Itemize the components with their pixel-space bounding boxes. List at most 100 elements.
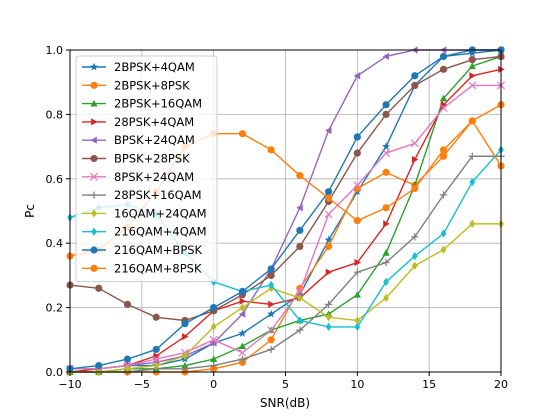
legend-label: 28PSK+4QAM bbox=[114, 115, 194, 129]
data-point bbox=[238, 287, 246, 296]
legend-entry: BPSK+28PSK bbox=[82, 152, 190, 166]
data-point bbox=[95, 284, 103, 292]
data-point bbox=[440, 245, 447, 254]
x-tick-label: 0 bbox=[210, 378, 217, 391]
data-point bbox=[296, 326, 304, 334]
data-point bbox=[91, 118, 98, 126]
data-point bbox=[238, 130, 246, 138]
legend-entry: BPSK+24QAM bbox=[82, 133, 195, 147]
legend-label: 216QAM+BPSK bbox=[114, 243, 203, 257]
data-point bbox=[238, 310, 246, 318]
data-point bbox=[296, 204, 303, 212]
data-point bbox=[440, 229, 447, 238]
data-point bbox=[182, 351, 188, 361]
data-point bbox=[239, 303, 246, 312]
legend-label: 16QAM+24QAM bbox=[114, 206, 207, 220]
axis-ticks: −10 −5 0 5 10 15 20 0.0 0.2 0.4 0.6 0.8 1.0 bbox=[46, 44, 509, 391]
legend-label: 8PSK+24QAM bbox=[114, 170, 194, 184]
legend-entry: 2BPSK+4QAM bbox=[82, 60, 195, 74]
y-tick-label: 0.4 bbox=[46, 237, 64, 250]
series-line bbox=[70, 84, 501, 370]
legend-entry: 216QAM+8PSK bbox=[82, 261, 202, 275]
data-point bbox=[411, 81, 419, 90]
data-point bbox=[296, 226, 304, 234]
data-point bbox=[325, 188, 333, 196]
data-point bbox=[354, 322, 361, 332]
data-point bbox=[468, 152, 476, 160]
series-line bbox=[69, 49, 501, 370]
data-point bbox=[238, 342, 246, 350]
data-point bbox=[353, 268, 361, 276]
legend-entry: 2BPSK+16QAM bbox=[82, 97, 202, 111]
data-point bbox=[382, 204, 390, 212]
legend-entry: 216QAM+BPSK bbox=[82, 243, 203, 257]
y-tick-label: 0.0 bbox=[46, 366, 64, 379]
data-point bbox=[89, 172, 99, 181]
data-point bbox=[123, 300, 132, 308]
data-point bbox=[152, 313, 160, 321]
data-point bbox=[89, 62, 99, 71]
data-point bbox=[325, 300, 333, 308]
data-point bbox=[439, 191, 448, 199]
data-point bbox=[325, 322, 332, 332]
data-point bbox=[238, 348, 247, 357]
data-point bbox=[469, 177, 476, 187]
data-point bbox=[439, 65, 448, 73]
series-216qam-bpsk bbox=[66, 46, 505, 373]
data-point bbox=[325, 313, 332, 322]
series-line bbox=[70, 155, 501, 373]
legend-label: 216QAM+4QAM bbox=[114, 225, 207, 239]
data-point bbox=[210, 304, 218, 312]
legend-label: 2BPSK+4QAM bbox=[114, 60, 195, 74]
x-tick-label: 15 bbox=[422, 378, 436, 391]
data-point bbox=[267, 309, 276, 318]
series-8psk-24qam bbox=[65, 81, 506, 373]
data-point bbox=[411, 155, 419, 164]
data-point bbox=[152, 355, 161, 364]
data-point bbox=[410, 139, 419, 148]
data-point bbox=[238, 329, 247, 337]
data-point bbox=[124, 364, 131, 373]
x-tick-label: −10 bbox=[58, 378, 81, 391]
series-layer bbox=[65, 45, 506, 377]
data-point bbox=[91, 227, 97, 236]
data-point bbox=[469, 219, 476, 229]
data-point bbox=[90, 246, 98, 254]
data-point bbox=[325, 126, 332, 135]
series-line bbox=[70, 55, 502, 373]
data-point bbox=[90, 154, 98, 163]
data-point bbox=[382, 52, 389, 61]
data-point bbox=[469, 72, 476, 80]
data-point bbox=[268, 280, 275, 290]
y-tick-label: 0.6 bbox=[46, 173, 64, 186]
data-point bbox=[90, 264, 98, 272]
data-point bbox=[267, 326, 276, 335]
data-point bbox=[382, 101, 390, 109]
data-point bbox=[295, 287, 304, 296]
x-tick-label: 5 bbox=[282, 378, 289, 391]
data-point bbox=[353, 181, 362, 190]
data-point bbox=[267, 345, 275, 354]
data-point bbox=[353, 72, 361, 80]
data-point bbox=[181, 320, 189, 328]
data-point bbox=[239, 297, 246, 305]
data-point bbox=[325, 268, 333, 276]
legend-label: 2BPSK+16QAM bbox=[114, 97, 202, 111]
data-point bbox=[411, 72, 419, 80]
legend-entry: 8PSK+24QAM bbox=[82, 170, 194, 184]
legend-entry: 16QAM+24QAM bbox=[82, 206, 207, 220]
data-point bbox=[468, 56, 476, 64]
data-point bbox=[296, 293, 303, 303]
data-point bbox=[354, 258, 361, 267]
data-point bbox=[411, 233, 419, 241]
data-point bbox=[439, 103, 448, 112]
data-point bbox=[383, 220, 390, 228]
legend-label: 2BPSK+8PSK bbox=[114, 78, 190, 92]
data-point bbox=[411, 261, 418, 270]
legend: 2BPSK+4QAM 2BPSK+8PSK 2BPSK+16QAM 28PSK+4QA… bbox=[75, 55, 218, 283]
data-point bbox=[153, 361, 160, 370]
legend-entry: 28PSK+4QAM bbox=[82, 115, 194, 129]
data-point bbox=[182, 332, 189, 341]
data-point bbox=[383, 277, 389, 286]
series-line bbox=[69, 55, 502, 322]
